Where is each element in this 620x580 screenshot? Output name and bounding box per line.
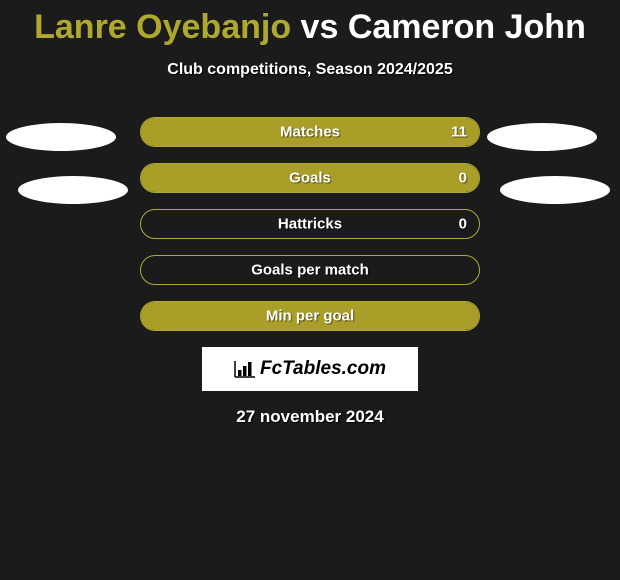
stat-value: 0 — [459, 170, 467, 187]
side-ellipse — [500, 176, 610, 204]
logo-box: FcTables.com — [202, 347, 418, 391]
stat-value: 11 — [451, 124, 467, 141]
side-ellipse — [487, 123, 597, 151]
player2-name: Cameron John — [348, 8, 586, 46]
bars-icon — [234, 360, 256, 378]
stat-label: Goals — [141, 170, 479, 187]
stat-label: Hattricks — [141, 216, 479, 233]
stat-row: Goals per match — [140, 255, 480, 285]
stat-row: Hattricks0 — [140, 209, 480, 239]
logo-text: FcTables.com — [260, 358, 386, 380]
stat-label: Goals per match — [141, 262, 479, 279]
stat-row: Matches11 — [140, 117, 480, 147]
vs-text: vs — [291, 8, 348, 46]
comparison-title: Lanre Oyebanjo vs Cameron John — [0, 0, 620, 47]
side-ellipse — [18, 176, 128, 204]
player1-name: Lanre Oyebanjo — [34, 8, 291, 46]
side-ellipse — [6, 123, 116, 151]
stats-bars: Matches11Goals0Hattricks0Goals per match… — [140, 117, 480, 331]
stat-row: Min per goal — [140, 301, 480, 331]
stat-label: Min per goal — [141, 308, 479, 325]
stat-row: Goals0 — [140, 163, 480, 193]
stat-value: 0 — [459, 216, 467, 233]
logo: FcTables.com — [234, 358, 386, 380]
stat-label: Matches — [141, 124, 479, 141]
subtitle: Club competitions, Season 2024/2025 — [0, 61, 620, 79]
date-text: 27 november 2024 — [0, 407, 620, 427]
